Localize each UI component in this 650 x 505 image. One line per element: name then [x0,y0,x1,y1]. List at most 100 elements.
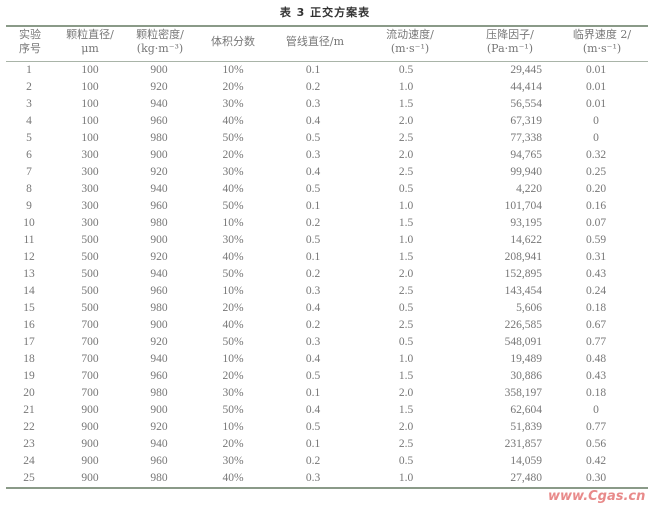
cell-run-no: 11 [23,234,35,246]
cell-flow-velocity: 0.5 [398,302,414,314]
cell-flow-velocity: 2.5 [398,319,414,331]
cell-pressure-drop: 30,886 [510,370,542,382]
cell-run-no: 17 [23,336,35,348]
table-row: 15 500 980 20% 0.4 0.5 5,606 0.18 [0,300,650,317]
table-row: 7 300 920 30% 0.4 2.5 99,940 0.25 [0,164,650,181]
cell-run-no: 9 [26,200,32,212]
cell-particle-diameter: 500 [81,234,99,246]
table-row: 20 700 980 30% 0.1 2.0 358,197 0.18 [0,385,650,402]
cell-pressure-drop: 208,941 [504,251,542,263]
cell-pressure-drop: 143,454 [504,285,542,297]
cell-pipe-diameter: 0.1 [305,438,321,450]
table-row: 23 900 940 20% 0.1 2.5 231,857 0.56 [0,436,650,453]
cell-particle-density: 960 [150,455,168,467]
cell-particle-density: 920 [150,81,168,93]
cell-flow-velocity: 2.0 [398,421,414,433]
cell-flow-velocity: 2.5 [398,132,414,144]
cell-pressure-drop: 5,606 [516,302,542,314]
cell-pipe-diameter: 0.3 [305,285,321,297]
cell-critical-velocity: 0.67 [585,319,607,331]
cell-critical-velocity: 0.18 [585,302,607,314]
cell-run-no: 4 [26,115,32,127]
cell-pipe-diameter: 0.5 [305,370,321,382]
cell-pipe-diameter: 0.3 [305,98,321,110]
cell-pressure-drop: 56,554 [510,98,542,110]
cell-particle-diameter: 100 [81,64,99,76]
cell-critical-velocity: 0.56 [585,438,607,450]
cell-flow-velocity: 1.5 [398,251,414,263]
cell-particle-density: 980 [150,302,168,314]
cell-volume-fraction: 50% [222,200,244,212]
cell-pressure-drop: 101,704 [504,200,542,212]
cell-particle-density: 900 [150,64,168,76]
header-particle-density: 颗粒密度/ (kg·m⁻³) [136,28,184,55]
cell-pressure-drop: 29,445 [510,64,542,76]
table-header: 实验 序号 颗粒直径/ μm 颗粒密度/ (kg·m⁻³) 体积分数 管线直径/… [0,28,650,60]
cell-critical-velocity: 0.42 [585,455,607,467]
table-row: 14 500 960 10% 0.3 2.5 143,454 0.24 [0,283,650,300]
cell-volume-fraction: 30% [222,387,244,399]
cell-particle-density: 940 [150,438,168,450]
cell-flow-velocity: 2.0 [398,268,414,280]
cell-pressure-drop: 62,604 [510,404,542,416]
cell-particle-diameter: 100 [81,115,99,127]
cell-critical-velocity: 0.01 [585,81,607,93]
header-flow-velocity: 流动速度/ (m·s⁻¹) [386,28,434,55]
cell-flow-velocity: 2.5 [398,166,414,178]
header-pressure-drop: 压降因子/ (Pa·m⁻¹) [486,28,534,55]
table-row: 3 100 940 30% 0.3 1.5 56,554 0.01 [0,96,650,113]
cell-particle-diameter: 900 [81,404,99,416]
cell-particle-diameter: 300 [81,149,99,161]
cell-particle-diameter: 500 [81,268,99,280]
cell-volume-fraction: 10% [222,353,244,365]
cell-pipe-diameter: 0.2 [305,319,321,331]
header-volume-fraction: 体积分数 [211,35,255,48]
cell-flow-velocity: 1.0 [398,200,414,212]
cell-run-no: 6 [26,149,32,161]
cell-volume-fraction: 40% [222,115,244,127]
header-rule [6,61,648,62]
cell-pipe-diameter: 0.5 [305,234,321,246]
cell-pipe-diameter: 0.4 [305,353,321,365]
cell-pressure-drop: 231,857 [504,438,542,450]
table-row: 19 700 960 20% 0.5 1.5 30,886 0.43 [0,368,650,385]
cell-particle-density: 900 [150,234,168,246]
cell-particle-diameter: 700 [81,387,99,399]
cell-pressure-drop: 94,765 [510,149,542,161]
cell-particle-density: 900 [150,404,168,416]
cell-volume-fraction: 10% [222,217,244,229]
cell-volume-fraction: 30% [222,234,244,246]
table-row: 1 100 900 10% 0.1 0.5 29,445 0.01 [0,62,650,79]
cell-flow-velocity: 1.5 [398,404,414,416]
cell-particle-diameter: 500 [81,302,99,314]
cell-pipe-diameter: 0.2 [305,81,321,93]
cell-volume-fraction: 20% [222,302,244,314]
table-row: 25 900 980 40% 0.3 1.0 27,480 0.30 [0,470,650,487]
cell-critical-velocity: 0.18 [585,387,607,399]
cell-particle-density: 940 [150,183,168,195]
cell-pressure-drop: 93,195 [510,217,542,229]
cell-volume-fraction: 30% [222,455,244,467]
cell-particle-density: 980 [150,217,168,229]
cell-critical-velocity: 0.43 [585,370,607,382]
cell-flow-velocity: 2.0 [398,387,414,399]
cell-pressure-drop: 14,622 [510,234,542,246]
cell-critical-velocity: 0 [593,404,599,416]
cell-run-no: 16 [23,319,35,331]
cell-pipe-diameter: 0.3 [305,149,321,161]
cell-particle-diameter: 900 [81,472,99,484]
cell-flow-velocity: 1.0 [398,472,414,484]
cell-particle-diameter: 900 [81,438,99,450]
cell-particle-diameter: 500 [81,285,99,297]
cell-particle-diameter: 100 [81,132,99,144]
cell-flow-velocity: 0.5 [398,455,414,467]
cell-critical-velocity: 0 [593,132,599,144]
cell-volume-fraction: 10% [222,421,244,433]
cell-particle-density: 920 [150,421,168,433]
cell-run-no: 13 [23,268,35,280]
cell-pipe-diameter: 0.5 [305,421,321,433]
cell-flow-velocity: 1.5 [398,370,414,382]
cell-particle-diameter: 700 [81,319,99,331]
cell-pressure-drop: 44,414 [510,81,542,93]
cell-flow-velocity: 2.0 [398,149,414,161]
